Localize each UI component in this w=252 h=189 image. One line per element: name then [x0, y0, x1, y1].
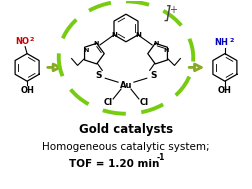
- Text: N: N: [94, 41, 99, 46]
- Text: S: S: [150, 71, 157, 80]
- Text: ]: ]: [164, 5, 171, 23]
- Text: S: S: [95, 71, 102, 80]
- Text: Cl: Cl: [104, 98, 113, 107]
- Text: Gold catalysts: Gold catalysts: [79, 123, 173, 136]
- Text: Homogeneous catalytic system;: Homogeneous catalytic system;: [42, 142, 210, 152]
- Text: 2: 2: [230, 38, 234, 43]
- Text: OH: OH: [218, 86, 232, 94]
- Text: -1: -1: [156, 153, 165, 162]
- Text: 2: 2: [30, 37, 34, 42]
- Text: N: N: [83, 48, 88, 53]
- Text: +: +: [170, 5, 177, 15]
- Text: Cl: Cl: [139, 98, 148, 107]
- Text: NH: NH: [214, 38, 228, 47]
- Text: N: N: [111, 32, 117, 38]
- Text: Au: Au: [120, 81, 132, 90]
- Text: TOF = 1.20 min: TOF = 1.20 min: [69, 159, 159, 169]
- Text: N: N: [135, 32, 141, 38]
- Text: N: N: [153, 41, 158, 46]
- Text: OH: OH: [20, 86, 34, 94]
- Text: NO: NO: [15, 37, 29, 46]
- Text: N: N: [164, 48, 169, 53]
